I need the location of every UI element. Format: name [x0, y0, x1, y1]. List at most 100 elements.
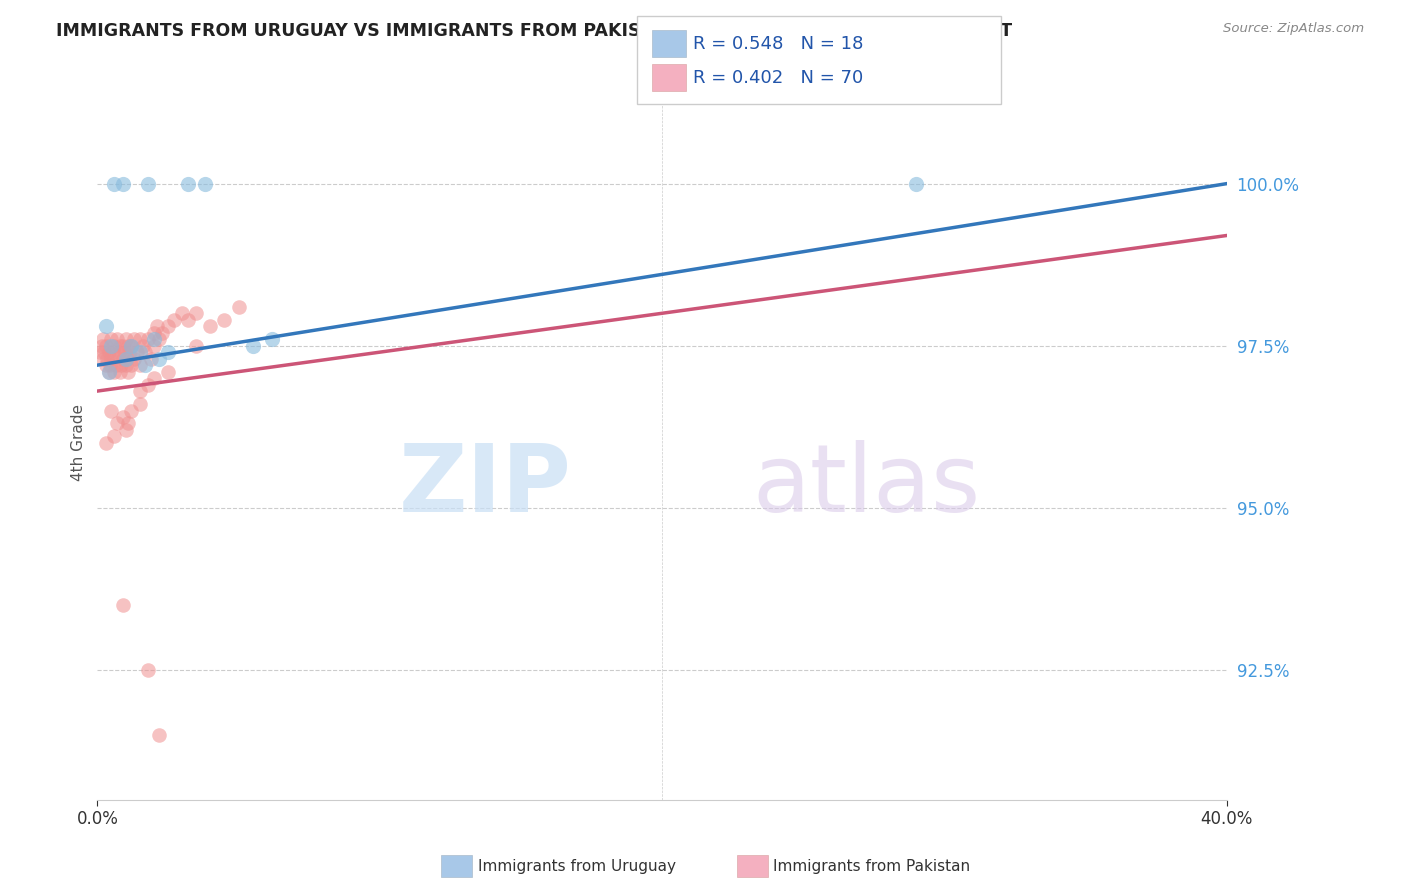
Point: [100, 339, 122, 353]
Point: [142, 339, 165, 353]
Point: [94, 436, 117, 450]
Point: [136, 332, 159, 346]
Point: [105, 351, 128, 366]
Point: [111, 339, 134, 353]
Point: [90, 339, 112, 353]
Point: [100, 351, 122, 366]
Point: [114, 423, 136, 437]
Text: Source: ZipAtlas.com: Source: ZipAtlas.com: [1223, 22, 1364, 36]
Point: [111, 409, 134, 424]
Point: [91, 332, 114, 346]
Point: [134, 358, 156, 372]
Point: [128, 332, 150, 346]
Text: R = 0.402   N = 70: R = 0.402 N = 70: [693, 69, 863, 87]
Point: [107, 345, 129, 359]
Point: [214, 312, 236, 326]
Point: [156, 345, 179, 359]
Point: [177, 177, 200, 191]
Point: [177, 312, 200, 326]
Y-axis label: 4th Grade: 4th Grade: [72, 404, 86, 482]
Point: [117, 365, 139, 379]
Point: [242, 339, 264, 353]
Point: [125, 345, 148, 359]
Point: [120, 403, 142, 417]
Point: [128, 397, 150, 411]
Point: [128, 384, 150, 398]
Text: IMMIGRANTS FROM URUGUAY VS IMMIGRANTS FROM PAKISTAN 4TH GRADE CORRELATION CHART: IMMIGRANTS FROM URUGUAY VS IMMIGRANTS FR…: [56, 22, 1012, 40]
Point: [94, 358, 117, 372]
Point: [131, 339, 153, 353]
Point: [145, 319, 167, 334]
Point: [120, 339, 142, 353]
Point: [200, 319, 222, 334]
Point: [228, 300, 250, 314]
Point: [96, 351, 118, 366]
Point: [128, 345, 150, 359]
Point: [112, 345, 135, 359]
Point: [122, 351, 145, 366]
Point: [134, 345, 156, 359]
Point: [108, 365, 131, 379]
Point: [98, 358, 121, 372]
Point: [114, 351, 136, 366]
Text: R = 0.548   N = 18: R = 0.548 N = 18: [693, 35, 863, 53]
Point: [94, 339, 117, 353]
Point: [148, 332, 170, 346]
Point: [142, 371, 165, 385]
Point: [115, 351, 138, 366]
Text: Immigrants from Uruguay: Immigrants from Uruguay: [478, 859, 676, 873]
Point: [94, 319, 117, 334]
Point: [103, 365, 125, 379]
Point: [122, 332, 145, 346]
Point: [103, 177, 125, 191]
Point: [89, 345, 111, 359]
Point: [136, 177, 159, 191]
Point: [114, 358, 136, 372]
Point: [104, 358, 127, 372]
Point: [111, 598, 134, 612]
Point: [148, 351, 170, 366]
Point: [194, 177, 217, 191]
Point: [93, 345, 115, 359]
Point: [108, 339, 131, 353]
Text: ZIP: ZIP: [399, 440, 572, 532]
Point: [100, 332, 122, 346]
Point: [128, 358, 150, 372]
Point: [101, 345, 124, 359]
Point: [97, 345, 120, 359]
Point: [91, 351, 114, 366]
Point: [105, 332, 128, 346]
Point: [97, 365, 120, 379]
Point: [120, 358, 142, 372]
Point: [186, 339, 208, 353]
Point: [114, 332, 136, 346]
Point: [100, 403, 122, 417]
Point: [262, 332, 284, 346]
Point: [905, 177, 928, 191]
Text: Immigrants from Pakistan: Immigrants from Pakistan: [773, 859, 970, 873]
Point: [136, 377, 159, 392]
Point: [142, 326, 165, 340]
Point: [139, 351, 162, 366]
Point: [148, 728, 170, 742]
Point: [103, 339, 125, 353]
Point: [136, 663, 159, 677]
Point: [162, 312, 184, 326]
Point: [142, 332, 165, 346]
Point: [117, 339, 139, 353]
Point: [120, 339, 142, 353]
Text: atlas: atlas: [752, 440, 981, 532]
Point: [111, 351, 134, 366]
Point: [105, 417, 128, 431]
Point: [186, 306, 208, 320]
Point: [97, 365, 120, 379]
Point: [111, 177, 134, 191]
Point: [110, 358, 132, 372]
Point: [170, 306, 193, 320]
Point: [156, 365, 179, 379]
Point: [156, 319, 179, 334]
Point: [118, 345, 141, 359]
Point: [117, 417, 139, 431]
Point: [103, 429, 125, 443]
Point: [150, 326, 173, 340]
